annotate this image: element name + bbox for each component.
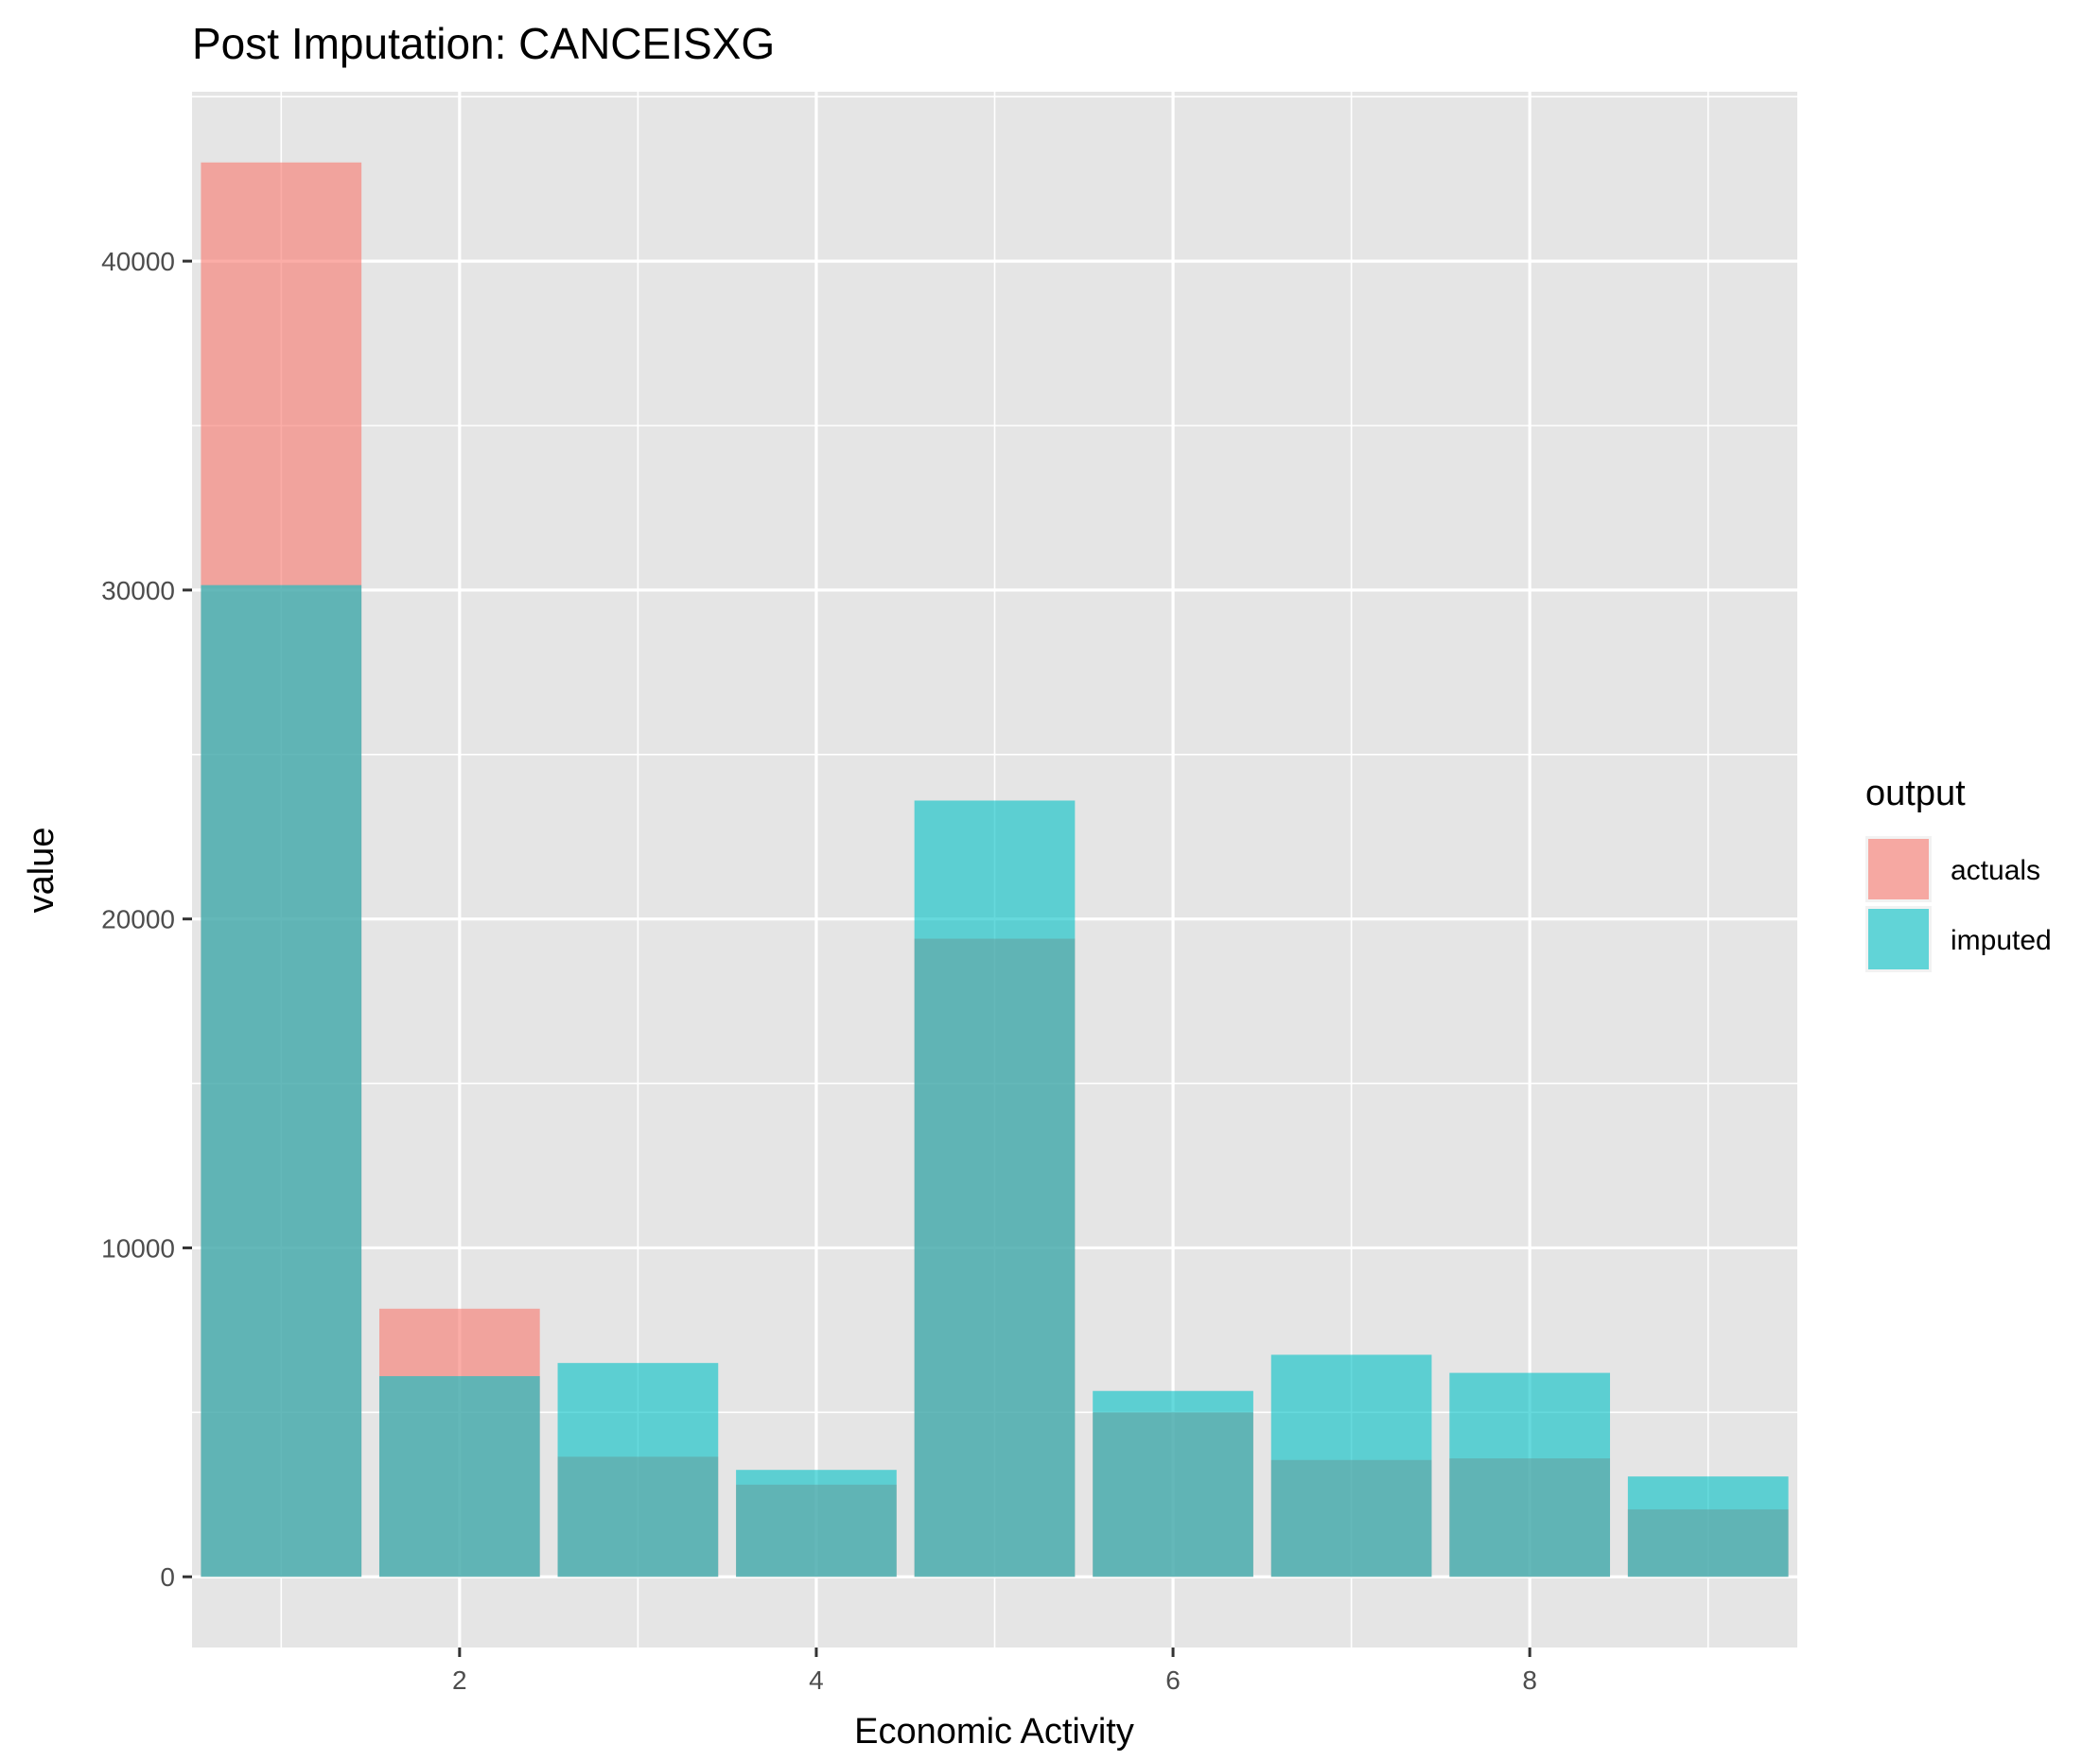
x-tick-label: 4 [809,1665,824,1695]
y-tick-label: 40000 [101,247,175,276]
y-axis: 0 10000 20000 30000 40000 [101,247,192,1592]
bar-imputed-5 [914,800,1076,1578]
bar-imputed-4 [736,1470,897,1578]
y-tick-label: 20000 [101,905,175,934]
y-tick-label: 0 [160,1562,175,1592]
legend-title: output [1865,774,1966,813]
bar-imputed-3 [557,1363,719,1578]
y-tick-label: 10000 [101,1233,175,1263]
legend-swatch-imputed [1868,909,1929,969]
bar-imputed-8 [1449,1372,1611,1578]
bar-imputed-2 [378,1376,540,1578]
x-axis: 2 4 6 8 [452,1648,1537,1695]
legend: output actuals imputed [1865,774,2052,972]
bar-imputed-9 [1627,1476,1789,1578]
x-tick-label: 2 [452,1665,467,1695]
y-tick-label: 30000 [101,576,175,605]
bar-imputed-7 [1270,1354,1432,1578]
y-axis-title: value [22,828,61,914]
x-axis-title: Economic Activity [854,1712,1134,1752]
bar-imputed-6 [1093,1390,1253,1578]
bars [201,162,1789,1578]
legend-label-actuals: actuals [1951,855,2040,886]
bar-imputed-1 [201,584,362,1578]
chart-title: Post Imputation: CANCEISXG [192,19,775,68]
x-tick-label: 8 [1522,1665,1537,1695]
x-tick-label: 6 [1165,1665,1181,1695]
legend-swatch-actuals [1868,839,1929,899]
legend-label-imputed: imputed [1951,925,2052,956]
